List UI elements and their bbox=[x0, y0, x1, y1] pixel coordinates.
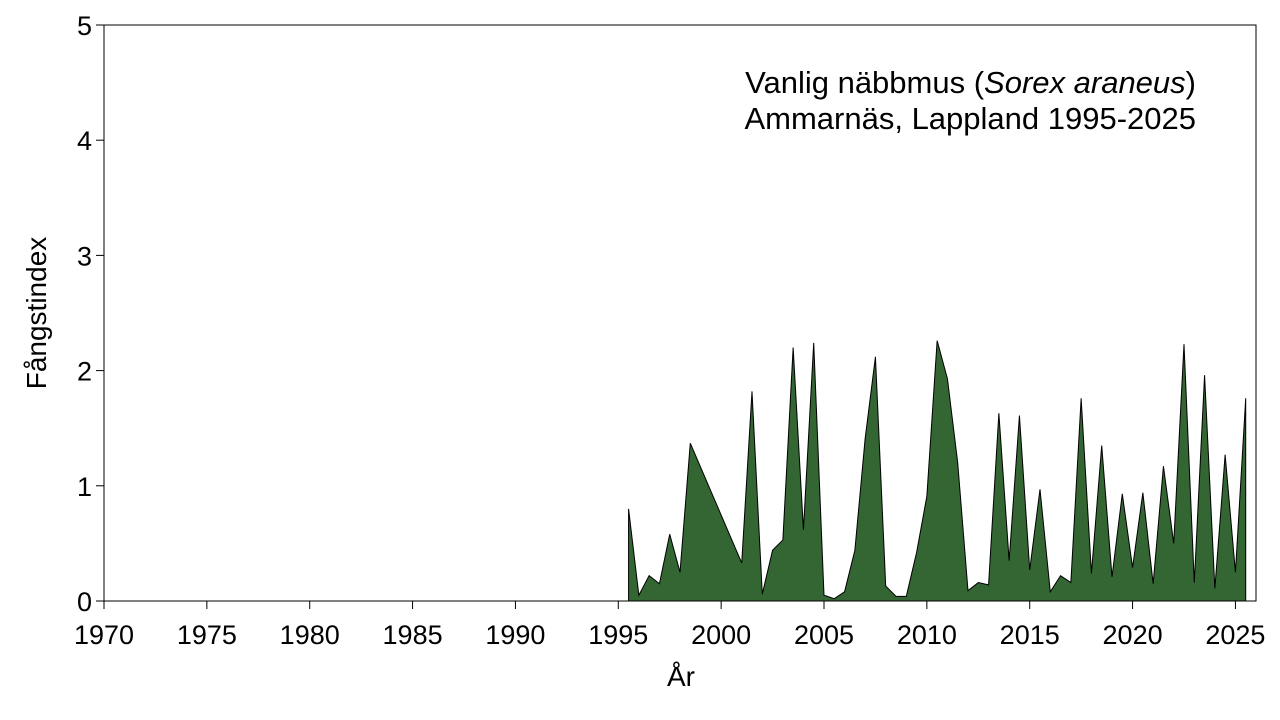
series-area bbox=[628, 340, 1247, 602]
title-close-paren: ) bbox=[1186, 65, 1196, 100]
x-tick-label: 2015 bbox=[1000, 620, 1060, 650]
y-axis-title: Fångstindex bbox=[21, 237, 52, 390]
x-tick-label: 1980 bbox=[280, 620, 340, 650]
y-tick-label: 2 bbox=[77, 357, 92, 387]
title-open-paren: ( bbox=[965, 65, 985, 100]
x-tick-label: 2005 bbox=[794, 620, 854, 650]
x-tick-label: 1970 bbox=[74, 620, 134, 650]
x-tick-label: 1985 bbox=[383, 620, 443, 650]
y-tick-label: 1 bbox=[77, 472, 92, 502]
chart-title-line1: Vanlig näbbmus (Sorex araneus) bbox=[745, 65, 1196, 100]
area-layer bbox=[628, 340, 1247, 602]
y-tick-label: 3 bbox=[77, 241, 92, 271]
chart-title-line2: Ammarnäs, Lappland 1995-2025 bbox=[744, 101, 1196, 136]
chart-title-species: Sorex araneus bbox=[984, 65, 1186, 100]
x-axis: 1970 1975 1980 1985 1990 1995 2000 2005 2010 2015… bbox=[74, 601, 1265, 650]
x-tick-label: 1990 bbox=[485, 620, 545, 650]
y-axis: 0 1 2 3 4 5 bbox=[77, 11, 104, 617]
x-axis-title: År bbox=[667, 661, 695, 692]
x-tick-label: 1975 bbox=[177, 620, 237, 650]
y-tick-label: 0 bbox=[77, 587, 92, 617]
x-tick-label: 2000 bbox=[691, 620, 751, 650]
x-tick-label: 1995 bbox=[588, 620, 648, 650]
x-tick-label: 2010 bbox=[897, 620, 957, 650]
y-tick-label: 4 bbox=[77, 126, 92, 156]
y-tick-label: 5 bbox=[77, 11, 92, 41]
x-tick-label: 2025 bbox=[1205, 620, 1265, 650]
x-tick-label: 2020 bbox=[1103, 620, 1163, 650]
chart-title-prefix: Vanlig näbbmus bbox=[745, 65, 965, 100]
